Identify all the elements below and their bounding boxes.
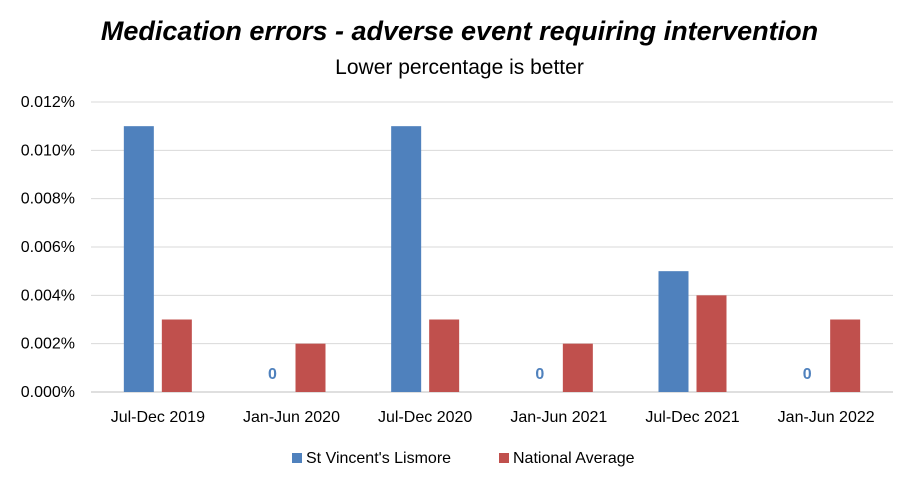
x-tick-label: Jul-Dec 2020 bbox=[378, 409, 472, 426]
bar-national-average bbox=[562, 343, 593, 392]
y-tick-label: 0.010% bbox=[21, 142, 75, 159]
chart-subtitle: Lower percentage is better bbox=[335, 56, 584, 79]
legend-label: St Vincent's Lismore bbox=[306, 450, 451, 467]
chart-title: Medication errors - adverse event requir… bbox=[100, 16, 819, 46]
bar-st-vincents bbox=[391, 126, 422, 393]
y-tick-label: 0.000% bbox=[21, 384, 75, 401]
x-tick-label: Jan-Jun 2022 bbox=[778, 409, 875, 426]
x-tick-label: Jan-Jun 2020 bbox=[243, 409, 340, 426]
x-tick-label: Jul-Dec 2021 bbox=[645, 409, 739, 426]
y-tick-label: 0.006% bbox=[21, 239, 75, 256]
x-tick-label: Jul-Dec 2019 bbox=[111, 409, 205, 426]
y-tick-label: 0.008% bbox=[21, 191, 75, 208]
bar-national-average bbox=[161, 319, 192, 392]
zero-data-label: 0 bbox=[803, 366, 812, 383]
bar-national-average bbox=[830, 319, 861, 392]
y-tick-label: 0.004% bbox=[21, 287, 75, 304]
bar-national-average bbox=[429, 319, 460, 392]
legend-label: National Average bbox=[513, 450, 635, 467]
zero-data-label: 0 bbox=[535, 366, 544, 383]
zero-data-label: 0 bbox=[268, 366, 277, 383]
bar-st-vincents bbox=[123, 126, 154, 393]
bar-national-average bbox=[295, 343, 326, 392]
x-tick-label: Jan-Jun 2021 bbox=[510, 409, 607, 426]
bar-national-average bbox=[696, 295, 727, 392]
bar-st-vincents bbox=[658, 271, 689, 392]
y-tick-label: 0.002% bbox=[21, 336, 75, 353]
legend-swatch bbox=[499, 453, 509, 463]
y-tick-label: 0.012% bbox=[21, 94, 75, 111]
legend-swatch bbox=[292, 453, 302, 463]
